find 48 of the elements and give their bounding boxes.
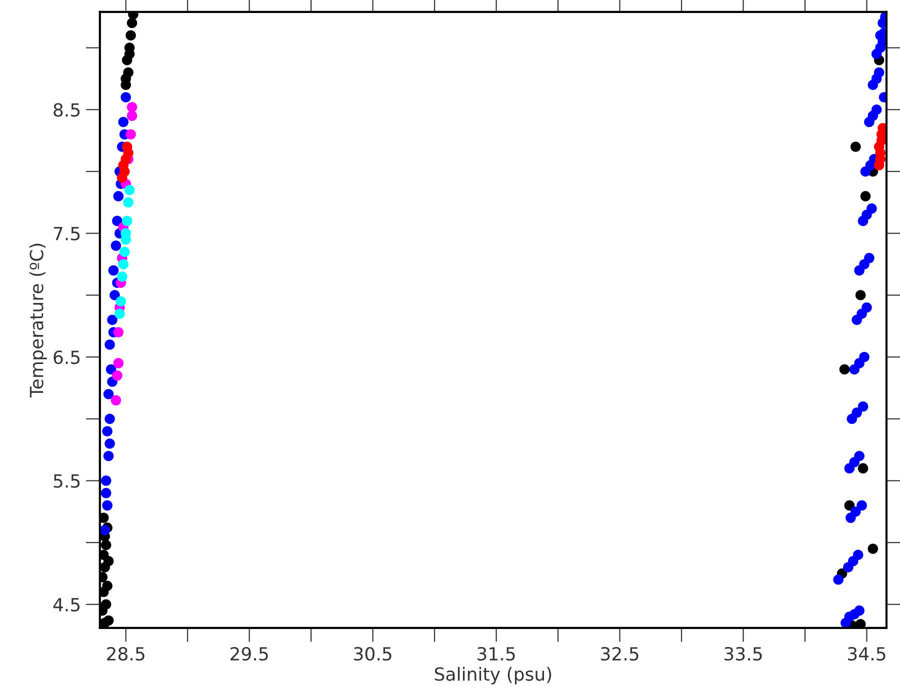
- x-tick-label: 34.5: [848, 646, 886, 661]
- point: [844, 500, 855, 511]
- point: [126, 110, 138, 121]
- y-tick-label: 7.5: [54, 227, 80, 240]
- point: [112, 370, 122, 381]
- point: [126, 102, 138, 112]
- point: [126, 129, 136, 140]
- point: [100, 512, 109, 523]
- point: [122, 216, 132, 226]
- point: [126, 30, 136, 41]
- x-tick-label: 32.5: [601, 646, 638, 661]
- point: [126, 18, 138, 28]
- point: [118, 259, 129, 270]
- y-tick-label: 6.5: [54, 350, 80, 364]
- point: [100, 599, 112, 610]
- point: [119, 246, 130, 258]
- point: [102, 580, 112, 591]
- y-tick-label: 5.5: [54, 474, 80, 488]
- point: [100, 550, 109, 560]
- point: [113, 327, 124, 338]
- point: [114, 308, 125, 319]
- point: [855, 290, 866, 300]
- point: [855, 619, 866, 628]
- y-axis-title: Temperature (ºC): [29, 244, 47, 398]
- point: [874, 142, 884, 152]
- point: [116, 271, 128, 282]
- point: [123, 148, 134, 158]
- x-tick-label: 29.5: [230, 646, 268, 661]
- point: [113, 358, 124, 368]
- x-tick-label: 28.5: [107, 646, 144, 661]
- point: [124, 184, 135, 196]
- point: [123, 197, 134, 208]
- point: [850, 142, 861, 152]
- y-tick-label: 4.5: [53, 598, 80, 612]
- point: [868, 544, 878, 554]
- point: [116, 296, 126, 306]
- x-tick-label: 30.5: [354, 646, 392, 661]
- point: [100, 540, 112, 550]
- point: [103, 615, 114, 626]
- x-axis-title: Salinity (psu): [434, 666, 552, 684]
- point: [119, 166, 130, 177]
- point: [860, 191, 871, 202]
- point: [839, 364, 850, 375]
- x-tick-label: 31.5: [478, 646, 515, 661]
- point: [858, 463, 868, 474]
- y-tick-label: 8.5: [54, 103, 80, 117]
- point: [110, 395, 122, 406]
- x-tick-label: 33.5: [724, 646, 762, 661]
